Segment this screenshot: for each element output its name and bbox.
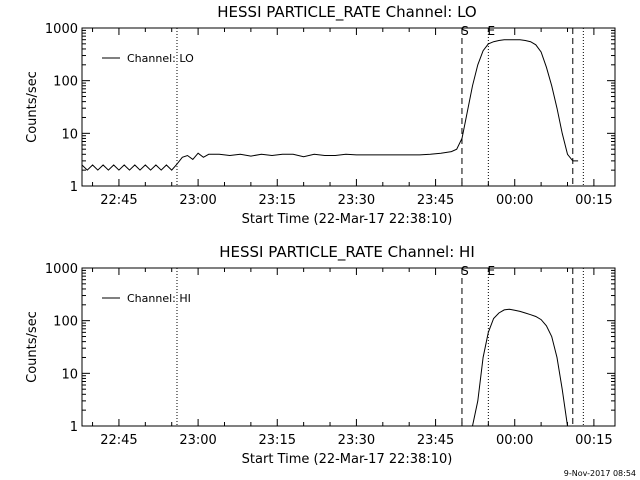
plot-frame xyxy=(81,267,616,427)
y-tick-label: 1000 xyxy=(45,22,78,37)
panel-hi: HESSI PARTICLE_RATE Channel: HI 22:45 23:… xyxy=(25,243,616,467)
x-tick-label: 23:30 xyxy=(338,193,375,208)
panel-lo: HESSI PARTICLE_RATE Channel: LO 22:45 23:… xyxy=(25,3,616,227)
x-tick-label: 23:30 xyxy=(338,433,375,448)
ticks: 22:45 23:00 23:15 23:30 23:45 00:00 00:15 1 10 10… xyxy=(45,22,615,208)
y-tick-label: 1 xyxy=(70,180,78,195)
y-tick-label: 100 xyxy=(53,315,78,330)
x-axis-label: Start Time (22-Mar-17 22:38:10) xyxy=(242,452,453,467)
y-tick-label: 1 xyxy=(70,420,78,435)
x-tick-label: 23:00 xyxy=(179,193,216,208)
y-axis-label: Counts/sec xyxy=(25,311,40,383)
x-tick-label: 00:00 xyxy=(496,193,533,208)
x-tick-label: 23:45 xyxy=(417,433,454,448)
chart-title: HESSI PARTICLE_RATE Channel: LO xyxy=(217,3,476,22)
y-tick-label: 10 xyxy=(61,367,78,382)
legend-label: Channel: HI xyxy=(127,292,191,305)
legend-label: Channel: LO xyxy=(127,52,194,65)
ticks: 22:45 23:00 23:15 23:30 23:45 00:00 00:15 1 10 10… xyxy=(45,262,615,448)
x-tick-label: 22:45 xyxy=(100,193,137,208)
event-marker-label: S xyxy=(461,24,469,38)
x-tick-label: 00:15 xyxy=(575,193,612,208)
x-tick-label: 23:45 xyxy=(417,193,454,208)
event-marker-label: E xyxy=(488,264,496,278)
event-marker-label: S xyxy=(461,264,469,278)
x-tick-label: 00:00 xyxy=(496,433,533,448)
y-tick-label: 100 xyxy=(53,75,78,90)
x-tick-label: 23:15 xyxy=(259,193,296,208)
x-axis-label: Start Time (22-Mar-17 22:38:10) xyxy=(242,212,453,227)
series-line xyxy=(81,39,579,171)
y-tick-label: 1000 xyxy=(45,262,78,277)
y-tick-label: 10 xyxy=(61,127,78,142)
x-tick-label: 23:00 xyxy=(179,433,216,448)
x-tick-label: 23:15 xyxy=(259,433,296,448)
series-line xyxy=(472,308,568,427)
plot-frame xyxy=(81,27,616,187)
chart-title: HESSI PARTICLE_RATE Channel: HI xyxy=(219,243,475,262)
x-tick-label: 22:45 xyxy=(100,433,137,448)
timestamp: 9-Nov-2017 08:54 xyxy=(564,469,636,478)
x-tick-label: 00:15 xyxy=(575,433,612,448)
y-axis-label: Counts/sec xyxy=(25,71,40,143)
event-marker-label: E xyxy=(488,24,496,38)
